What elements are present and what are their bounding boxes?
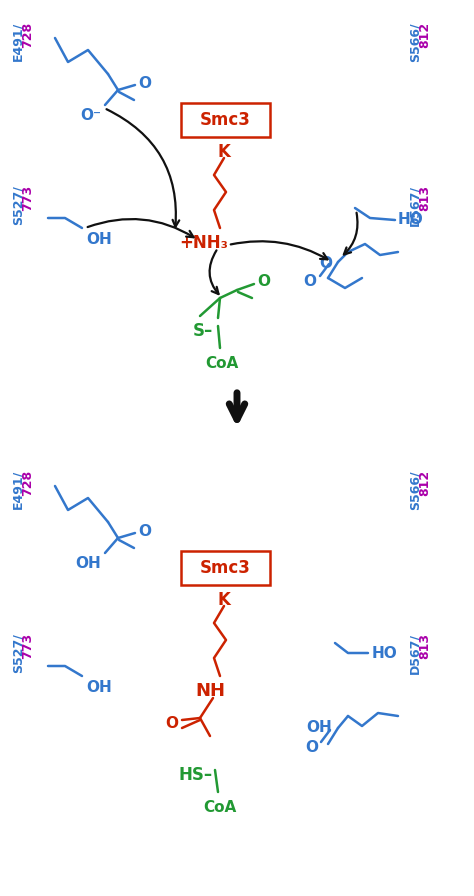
Text: O⁻: O⁻ [80,108,101,123]
Text: OH: OH [75,556,101,571]
Text: O: O [319,255,332,271]
Text: O: O [138,523,151,538]
FancyBboxPatch shape [181,103,270,137]
Text: E491/: E491/ [11,470,25,509]
Text: 813: 813 [419,185,431,211]
Text: CoA: CoA [205,356,238,371]
Text: HO: HO [398,212,424,228]
Text: S566/: S566/ [409,470,421,510]
Text: OH: OH [86,680,112,695]
Text: 812: 812 [419,22,431,48]
Text: NH: NH [195,682,225,700]
Text: 773: 773 [21,633,35,659]
Text: S527/: S527/ [11,633,25,673]
Text: O: O [305,740,318,755]
Text: OH: OH [306,720,332,736]
Text: E491/: E491/ [11,22,25,61]
Text: +NH₃: +NH₃ [180,234,228,252]
Text: K: K [218,143,230,161]
Text: S527/: S527/ [11,185,25,225]
Text: O: O [138,75,151,90]
Text: O: O [303,274,316,289]
Text: 813: 813 [419,633,431,659]
Text: 773: 773 [21,185,35,211]
Text: D567/: D567/ [409,633,421,674]
Text: D567/: D567/ [409,185,421,226]
Text: OH: OH [86,232,112,247]
Text: S–: S– [193,322,213,340]
Text: O: O [165,716,178,730]
Text: O: O [257,274,270,289]
Text: HO: HO [372,645,398,660]
Text: Smc3: Smc3 [200,559,251,577]
Text: 728: 728 [21,22,35,48]
Text: HS–: HS– [179,766,213,784]
Text: Smc3: Smc3 [200,111,251,129]
Text: S566/: S566/ [409,22,421,62]
Text: CoA: CoA [203,800,237,815]
FancyBboxPatch shape [181,551,270,585]
Text: 728: 728 [21,470,35,496]
Text: 812: 812 [419,470,431,496]
Text: K: K [218,591,230,609]
